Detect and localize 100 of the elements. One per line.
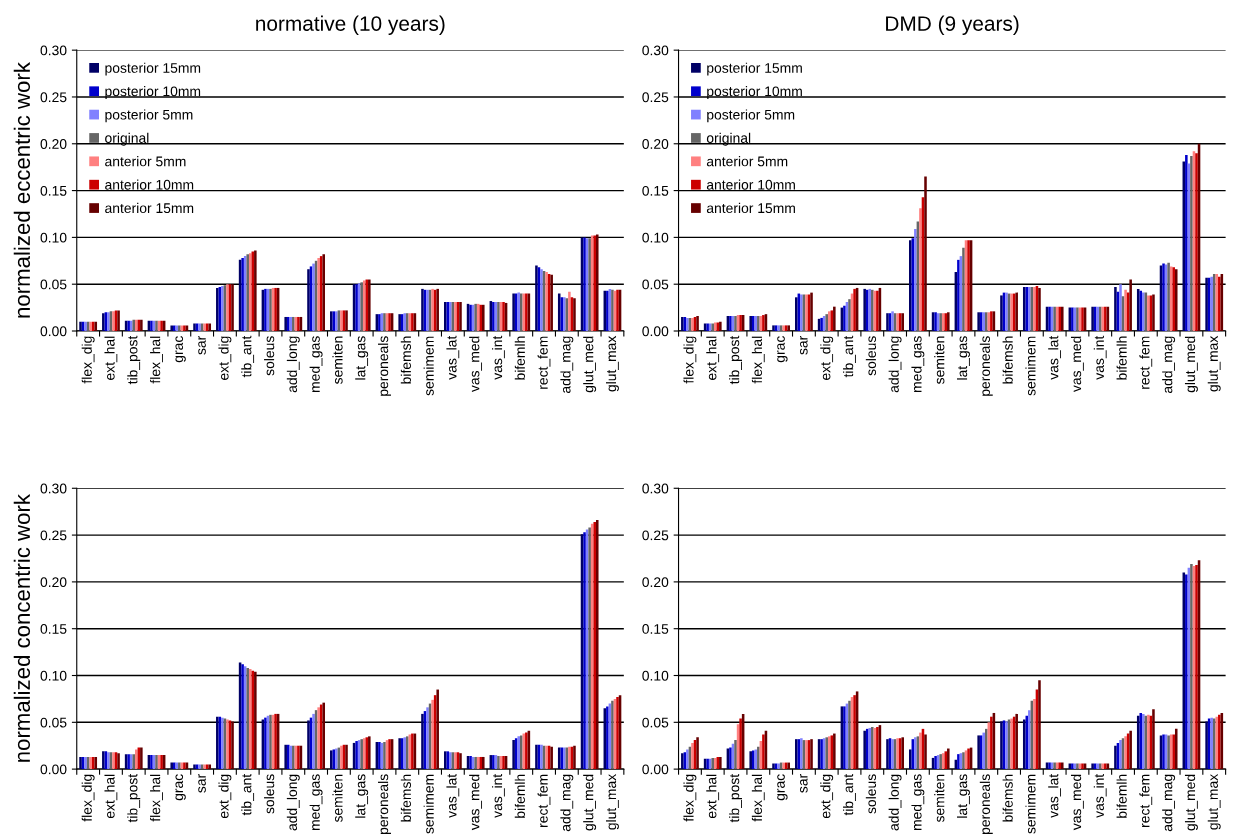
x-tick-label: grac xyxy=(175,336,186,363)
x-tick-label: semiten xyxy=(332,774,343,823)
y-tick-label: 0.15 xyxy=(40,185,67,196)
x-tick-label: flex_dig xyxy=(683,336,697,384)
x-tick-label: add_long xyxy=(888,336,902,393)
bar xyxy=(1174,728,1178,770)
y-tick-label: 0.30 xyxy=(40,45,67,56)
y-tick-label: 0.00 xyxy=(642,764,669,775)
legend-label: anterior 15mm xyxy=(706,202,795,214)
bar xyxy=(985,728,988,770)
legend-label: anterior 10mm xyxy=(706,179,795,190)
legend-label: posterior 10mm xyxy=(707,86,802,99)
x-tick-label: bifemlh xyxy=(514,336,525,380)
y-tick-label: 0.10 xyxy=(642,670,669,681)
x-tick-label: med_gas xyxy=(911,774,925,831)
x-tick-label: rect_fem xyxy=(537,336,551,389)
x-tick-label: ext_dig xyxy=(218,774,232,819)
y-tick-label: 0.20 xyxy=(40,577,67,588)
bar xyxy=(909,749,912,770)
x-tick-label: bifemlh xyxy=(1116,774,1127,818)
y-tick-label: 0.15 xyxy=(642,185,669,196)
x-tick-label: rect_fem xyxy=(1139,336,1153,389)
x-tick-label: semimem xyxy=(423,774,434,834)
bar xyxy=(436,689,439,770)
legend-label: posterior 15mm xyxy=(707,62,802,76)
bar xyxy=(795,297,798,331)
y-tick-label: 0.25 xyxy=(40,92,67,103)
y-tick-label: 0.30 xyxy=(642,45,669,56)
y-tick-label: 0.05 xyxy=(40,279,67,290)
x-tick-label: vas_int xyxy=(491,773,505,818)
x-tick-label: ext_hal xyxy=(104,336,118,380)
x-tick-label: ext_hal xyxy=(706,774,720,819)
x-tick-label: peroneals xyxy=(979,774,993,834)
bar xyxy=(1022,719,1026,770)
x-tick-label: lat_gas xyxy=(355,774,369,818)
bar xyxy=(1129,279,1132,331)
bar xyxy=(962,247,965,331)
x-tick-label: tib_ant xyxy=(241,773,255,816)
x-tick-label: tib_post xyxy=(127,773,141,823)
bar xyxy=(1028,710,1031,770)
y-tick-label: 0.15 xyxy=(40,624,67,634)
x-tick-label: ext_hal xyxy=(706,336,720,380)
chart-title: DMD (9 years) xyxy=(886,15,1019,36)
x-tick-label: soleus xyxy=(865,336,877,376)
y-tick-label: 0.25 xyxy=(642,530,669,541)
legend-label: posterior 15mm xyxy=(105,62,201,76)
bar xyxy=(431,699,434,770)
x-tick-label: semiten xyxy=(934,774,945,823)
bar xyxy=(919,732,922,770)
x-tick-label: vas_int xyxy=(1093,335,1107,380)
y-tick-label: 0.30 xyxy=(40,483,67,494)
x-tick-label: sar xyxy=(198,774,206,793)
y-axis-title: normalized eccentric work xyxy=(13,62,31,318)
x-tick-label: vas_med xyxy=(469,774,483,831)
x-tick-label: glut_med xyxy=(583,336,597,393)
x-tick-label: semiten xyxy=(934,336,945,384)
x-tick-label: vas_int xyxy=(491,335,505,380)
legend-label: posterior 5mm xyxy=(105,109,193,123)
bar xyxy=(1190,155,1193,331)
x-tick-label: flex_hal xyxy=(751,336,765,384)
y-tick-label: 0.10 xyxy=(40,670,67,681)
x-tick-label: flex_dig xyxy=(81,774,95,822)
y-tick-label: 0.25 xyxy=(40,530,67,541)
x-tick-label: lat_gas xyxy=(957,774,970,818)
x-tick-label: add_long xyxy=(286,774,300,831)
legend-label: original xyxy=(105,132,149,146)
bar xyxy=(1185,155,1188,331)
y-tick-label: 0.05 xyxy=(40,717,67,728)
y-tick-label: 0.00 xyxy=(40,764,67,775)
chart-title: normative (10 years) xyxy=(256,15,445,36)
x-tick-label: ext_dig xyxy=(820,336,834,380)
x-tick-label: ext_dig xyxy=(820,774,834,819)
x-tick-label: grac xyxy=(777,774,788,801)
x-tick-label: add_mag xyxy=(560,774,574,832)
x-tick-label: tib_post xyxy=(127,335,141,385)
y-tick-label: 0.20 xyxy=(642,139,669,149)
y-tick-label: 0.15 xyxy=(642,624,669,634)
x-tick-label: med_gas xyxy=(309,774,323,831)
x-tick-label: semimem xyxy=(1025,336,1036,396)
x-tick-label: add_mag xyxy=(1162,774,1176,832)
bar xyxy=(762,734,765,770)
x-tick-label: flex_hal xyxy=(150,336,163,384)
x-tick-label: sar xyxy=(198,335,206,355)
x-tick-label: tib_post xyxy=(729,773,742,823)
x-tick-label: tib_ant xyxy=(843,335,856,378)
x-tick-label: flex_dig xyxy=(683,774,697,822)
x-tick-label: flex_dig xyxy=(81,336,95,384)
x-tick-label: bifemlh xyxy=(1116,336,1127,380)
x-tick-label: vas_med xyxy=(1070,336,1084,393)
x-tick-label: semimem xyxy=(1025,774,1036,834)
x-tick-label: add_mag xyxy=(560,336,574,394)
legend-label: posterior 10mm xyxy=(105,86,201,99)
x-tick-label: glut_max xyxy=(605,773,619,830)
x-tick-label: glut_max xyxy=(1207,773,1221,830)
x-tick-label: tib_post xyxy=(729,335,742,385)
x-tick-label: glut_med xyxy=(1184,336,1198,393)
y-axis-title: normalized concentric work xyxy=(13,494,31,762)
legend-label: anterior 5mm xyxy=(706,156,788,167)
bar xyxy=(1152,709,1155,770)
x-tick-label: add_long xyxy=(888,774,902,831)
